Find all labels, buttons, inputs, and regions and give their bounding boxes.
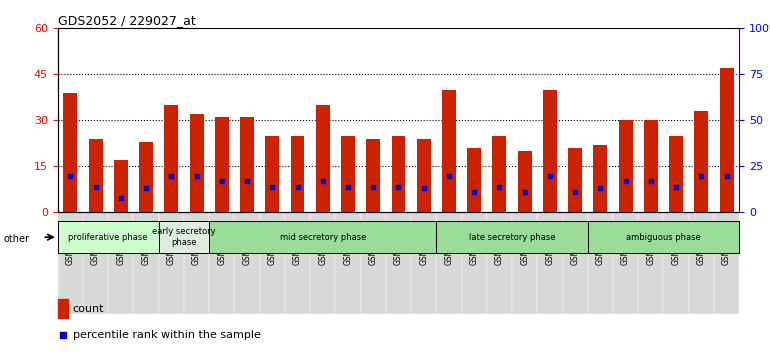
Bar [461, 212, 487, 314]
Bar [234, 212, 259, 314]
Bar [512, 212, 537, 314]
Bar [720, 68, 734, 212]
Bar [83, 212, 109, 314]
Bar [411, 212, 437, 314]
Bar [58, 212, 83, 314]
Bar [442, 90, 456, 212]
Bar [417, 139, 430, 212]
Bar [259, 212, 285, 314]
Bar [209, 212, 234, 314]
Bar [664, 212, 688, 314]
Bar [517, 151, 531, 212]
Text: count: count [72, 304, 104, 314]
Bar [437, 212, 461, 314]
Bar [159, 212, 184, 314]
Bar [618, 120, 633, 212]
Text: other: other [4, 234, 30, 244]
Bar [367, 139, 380, 212]
Bar [215, 117, 229, 212]
Text: late secretory phase: late secretory phase [469, 233, 555, 242]
Bar [109, 212, 133, 314]
Bar [316, 105, 330, 212]
Bar [133, 212, 159, 314]
Bar [189, 114, 203, 212]
Text: GDS2052 / 229027_at: GDS2052 / 229027_at [58, 14, 196, 27]
Bar [563, 212, 588, 314]
Bar [588, 221, 739, 253]
Text: percentile rank within the sample: percentile rank within the sample [72, 330, 260, 340]
Bar [714, 212, 739, 314]
Bar [164, 105, 179, 212]
Bar [63, 93, 77, 212]
Bar [467, 148, 481, 212]
Bar [493, 136, 507, 212]
Bar [114, 160, 128, 212]
Bar [58, 299, 68, 318]
Bar [594, 145, 608, 212]
Bar [240, 117, 254, 212]
Bar [644, 120, 658, 212]
Bar [310, 212, 336, 314]
Bar [341, 136, 355, 212]
Bar [285, 212, 310, 314]
Bar [336, 212, 360, 314]
Bar [688, 212, 714, 314]
Bar [543, 90, 557, 212]
Bar [391, 136, 406, 212]
Text: ambiguous phase: ambiguous phase [626, 233, 701, 242]
Bar [638, 212, 664, 314]
Bar [266, 136, 280, 212]
Text: mid secretory phase: mid secretory phase [280, 233, 366, 242]
Bar [89, 139, 102, 212]
Bar [487, 212, 512, 314]
Bar [360, 212, 386, 314]
Bar [437, 221, 588, 253]
Bar [537, 212, 563, 314]
Bar [184, 212, 209, 314]
Bar [568, 148, 582, 212]
Bar [209, 221, 437, 253]
Bar [290, 136, 304, 212]
Text: proliferative phase: proliferative phase [69, 233, 148, 242]
Bar [669, 136, 683, 212]
Bar [695, 111, 708, 212]
Bar [386, 212, 411, 314]
Bar [58, 221, 159, 253]
Bar [613, 212, 638, 314]
Bar [588, 212, 613, 314]
Text: early secretory
phase: early secretory phase [152, 228, 216, 247]
Bar [159, 221, 209, 253]
Bar [139, 142, 153, 212]
